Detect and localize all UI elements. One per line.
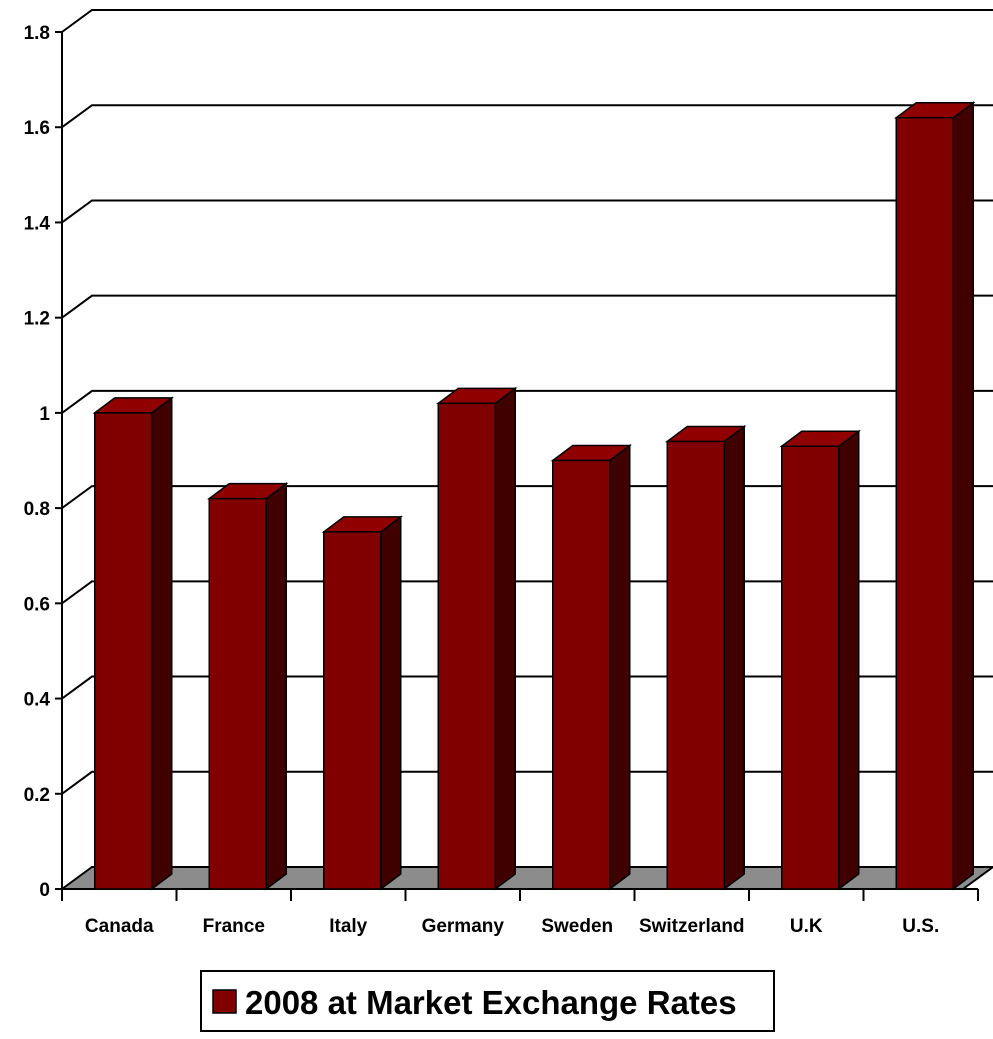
bar-side	[151, 396, 173, 891]
gridline	[61, 199, 993, 224]
x-tick-label: Germany	[422, 916, 505, 937]
axis-labels: 0 0.2 0.4 0.6 0.8 1 1.2 1.4 1.6 1.8 Canada France It…	[24, 23, 940, 937]
bar-u-s	[894, 101, 976, 891]
bar-front	[666, 440, 725, 890]
legend-box	[200, 970, 775, 1032]
legend: 2008 at Market Exchange Rates	[200, 970, 775, 1032]
bar-italy	[321, 515, 403, 891]
legend-label: 2008 at Market Exchange Rates	[245, 984, 737, 1021]
bar-side	[952, 101, 974, 891]
y-tick-label: 0.2	[24, 785, 50, 806]
y-tick-label: 1.4	[24, 213, 51, 234]
bar-germany	[436, 386, 518, 891]
x-tick-label: U.K	[790, 916, 823, 937]
x-tick-label: U.S.	[902, 916, 939, 937]
x-tick-label: Sweden	[541, 916, 613, 937]
bar-france	[207, 482, 289, 891]
gridline	[61, 9, 993, 33]
bar-canada	[92, 396, 174, 891]
bar-side	[380, 515, 402, 891]
y-tick-label: 0.4	[24, 690, 51, 711]
y-tick-label: 0.8	[24, 499, 50, 520]
gridline	[61, 104, 993, 129]
bar-side	[494, 386, 516, 891]
x-tick-label: Switzerland	[639, 916, 745, 937]
gridline	[61, 294, 993, 319]
bar-side	[723, 424, 745, 891]
bar-side	[609, 444, 631, 891]
bar-side	[838, 429, 860, 891]
bar-u-k	[779, 429, 861, 891]
y-tick-label: 1.6	[24, 118, 50, 139]
bars	[92, 101, 976, 891]
bar-switzerland	[665, 424, 747, 891]
bar-front	[437, 402, 496, 890]
bar-side	[265, 482, 287, 891]
gridline	[61, 389, 993, 414]
x-tick-label: France	[203, 916, 265, 937]
bar-front	[781, 445, 840, 890]
bar-front	[94, 412, 153, 890]
y-tick-label: 1.2	[24, 309, 50, 330]
y-tick-label: 0.6	[24, 594, 50, 615]
bar-sweden	[550, 444, 632, 891]
bar-front	[208, 497, 267, 890]
x-tick-label: Canada	[85, 916, 154, 937]
legend-swatch	[212, 989, 237, 1014]
y-tick-label: 0	[39, 880, 50, 901]
y-tick-label: 1.8	[24, 23, 50, 44]
y-tick-label: 1	[39, 404, 50, 425]
x-tick-label: Italy	[329, 916, 367, 937]
bar-front	[323, 531, 382, 890]
bar-front	[895, 116, 954, 890]
bar-front	[552, 459, 611, 890]
